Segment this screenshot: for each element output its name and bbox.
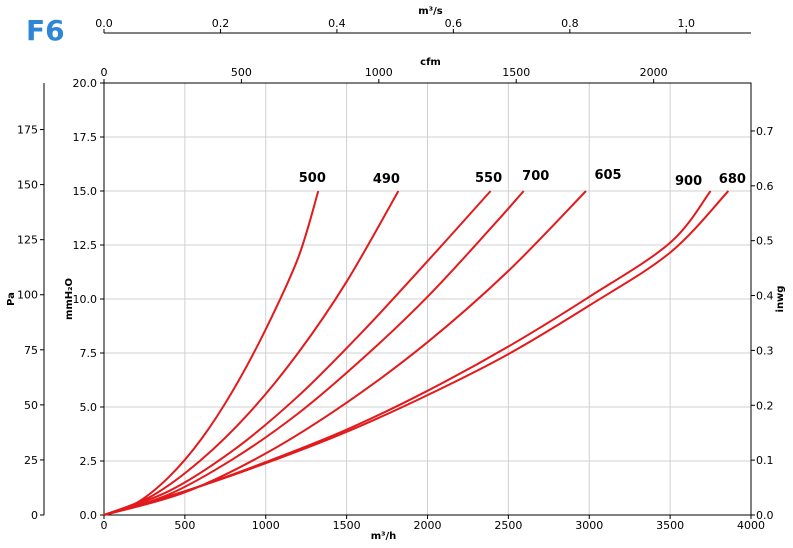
x-tick-label: 2000	[414, 519, 442, 532]
x-tick-label: 0	[101, 519, 108, 532]
y-tick-label: 0.0	[80, 509, 98, 522]
pa-tick-label: 0	[31, 509, 38, 522]
cfm-axis-title: cfm	[420, 57, 441, 68]
pa-tick-label: 150	[17, 179, 38, 192]
m3s-tick-label: 0.8	[561, 17, 579, 30]
inwg-tick-label: 0.5	[756, 235, 774, 248]
inwg-tick-label: 0.1	[756, 454, 774, 467]
y-tick-label: 12.5	[73, 239, 98, 252]
x-tick-label: 4000	[737, 519, 765, 532]
m3s-tick-label: 0.0	[95, 17, 113, 30]
curve-490	[103, 190, 400, 516]
x-tick-label: 1000	[252, 519, 280, 532]
pa-axis-title: Pa	[6, 292, 17, 306]
y-tick-label: 20.0	[73, 77, 98, 90]
cfm-tick-label: 2000	[640, 66, 668, 79]
pa-tick-label: 125	[17, 234, 38, 247]
pa-tick-label: 50	[24, 399, 38, 412]
curve-label-900: 900	[675, 174, 702, 189]
x-axis-title: m³/h	[371, 531, 397, 542]
brand-label: F6	[26, 14, 65, 47]
inwg-tick-label: 0.3	[756, 344, 774, 357]
pa-tick-label: 100	[17, 289, 38, 302]
cfm-tick-label: 1000	[365, 66, 393, 79]
curve-680	[103, 190, 730, 516]
curve-700	[103, 190, 525, 516]
inwg-tick-label: 0.2	[756, 399, 774, 412]
x-tick-label: 3500	[656, 519, 684, 532]
curve-605	[103, 190, 587, 516]
y-axis-title: mmH₂O	[64, 278, 75, 320]
pa-tick-label: 75	[24, 344, 38, 357]
y-tick-label: 10.0	[73, 293, 98, 306]
inwg-tick-label: 0.7	[756, 125, 774, 138]
m3s-axis-title: m³/s	[418, 6, 442, 17]
curve-550	[103, 190, 492, 516]
pa-tick-label: 175	[17, 124, 38, 137]
y-tick-label: 15.0	[73, 185, 98, 198]
curve-label-700: 700	[522, 169, 549, 184]
m3s-tick-label: 0.6	[445, 17, 463, 30]
y-tick-label: 2.5	[80, 455, 98, 468]
x-tick-label: 3000	[575, 519, 603, 532]
cfm-tick-label: 1500	[502, 66, 530, 79]
x-tick-label: 1500	[333, 519, 361, 532]
y-tick-label: 17.5	[73, 131, 98, 144]
curve-label-605: 605	[594, 168, 621, 183]
y-tick-label: 7.5	[80, 347, 98, 360]
y-tick-label: 5.0	[80, 401, 98, 414]
m3s-tick-label: 0.4	[328, 17, 346, 30]
curve-label-500: 500	[299, 171, 326, 186]
inwg-tick-label: 0.4	[756, 290, 774, 303]
inwg-axis-title: inwg	[775, 286, 786, 313]
m3s-tick-label: 1.0	[678, 17, 696, 30]
curve-label-680: 680	[719, 172, 746, 187]
x-tick-label: 500	[174, 519, 195, 532]
curve-label-490: 490	[373, 172, 400, 187]
cfm-tick-label: 0	[101, 66, 108, 79]
inwg-tick-label: 0.6	[756, 180, 774, 193]
x-tick-label: 2500	[494, 519, 522, 532]
m3s-tick-label: 0.2	[212, 17, 230, 30]
curve-label-550: 550	[475, 171, 502, 186]
inwg-tick-label: 0.0	[756, 509, 774, 522]
pa-tick-label: 25	[24, 454, 38, 467]
cfm-tick-label: 500	[231, 66, 252, 79]
